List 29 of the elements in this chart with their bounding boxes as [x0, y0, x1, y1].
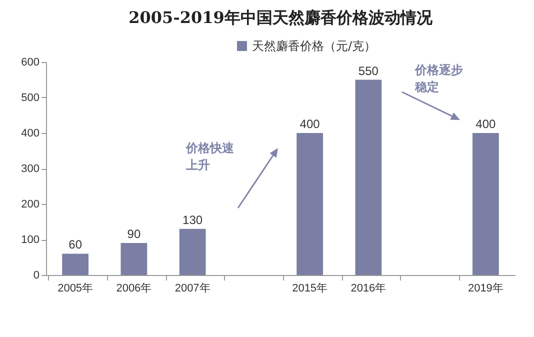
- bar: [62, 254, 89, 275]
- chart-title: 2005-2019年中国天然麝香价格波动情况: [128, 8, 434, 27]
- y-tick-label: 600: [21, 56, 40, 68]
- y-tick-label: 500: [21, 92, 40, 104]
- bar: [296, 133, 324, 275]
- x-tick-label: 2007年: [174, 282, 210, 294]
- y-tick-label: 300: [21, 163, 40, 175]
- annotation: 价格快速上升: [186, 140, 235, 174]
- y-tick-label: 400: [21, 128, 40, 140]
- y-tick-label: 100: [21, 234, 40, 246]
- data-label: 90: [127, 227, 141, 242]
- x-tick-label: 2015年: [292, 282, 328, 294]
- data-label: 60: [68, 238, 82, 252]
- x-tick-label: 2019年: [468, 282, 504, 294]
- data-label: 400: [476, 117, 496, 131]
- x-tick-label: 2006年: [116, 282, 152, 294]
- bar: [120, 243, 148, 275]
- bar: [179, 228, 206, 275]
- y-tick-label: 0: [33, 270, 40, 282]
- data-label: 550: [358, 64, 379, 78]
- legend-label: 天然麝香价格（元/克）: [252, 39, 376, 53]
- bar: [472, 133, 499, 275]
- bar: [355, 80, 382, 275]
- data-label: 400: [300, 117, 320, 131]
- x-tick-label: 2005年: [58, 282, 94, 294]
- y-tick-label: 200: [21, 198, 40, 210]
- data-label: 130: [182, 212, 203, 227]
- x-tick-label: 2016年: [350, 282, 386, 294]
- annotation: 价格逐步稳定: [415, 62, 464, 96]
